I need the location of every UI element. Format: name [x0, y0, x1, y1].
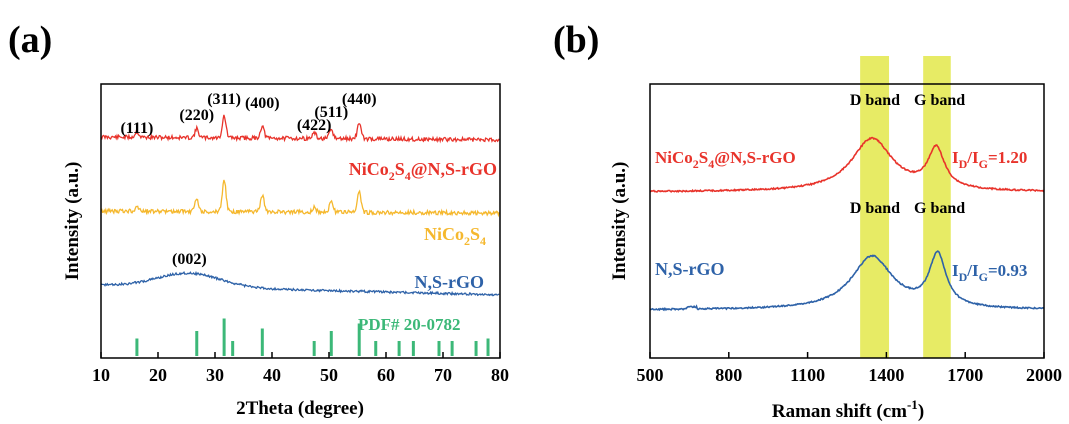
a-label-layer: (111) (220)(311) (400) (422)(511)(440) (002)…: [120, 91, 497, 292]
x-axis-ticks-b: 500 800 1100 1400 1700 2000: [637, 352, 1062, 385]
series-line-b: [649, 136, 1045, 193]
hkl-label: (220): [179, 107, 214, 124]
x-axis-ticks-a: 10 20 30 40 50 60 70 80: [92, 352, 509, 385]
series-label-a-2: NiCo2S4: [424, 224, 486, 248]
reference-line: [260, 328, 264, 356]
b-series-layer: [649, 136, 1045, 312]
y-axis-label-a: Intensity (a.u.): [62, 162, 83, 281]
reference-line: [474, 341, 478, 356]
panel-a-label: (a): [8, 19, 52, 61]
g-band-label: G band: [914, 200, 965, 217]
x-tick-label-b: 500: [637, 365, 664, 385]
x-tick-label-b: 1400: [868, 365, 904, 385]
x-tick-label-a: 40: [263, 365, 281, 385]
rgo-peak-label: (002): [172, 251, 207, 268]
id-ig-ratio-2: ID/IG=0.93: [952, 261, 1027, 284]
series-label-a-3: N,S-rGO: [415, 272, 485, 292]
series-label-b-1: NiCo2S4@N,S-rGO: [655, 148, 796, 171]
plot-frame-a: [100, 83, 501, 359]
series-line-a: [100, 114, 500, 144]
reference-label: PDF# 20-0782: [358, 315, 460, 334]
hkl-label: (111): [120, 120, 153, 137]
reference-line: [397, 341, 401, 356]
series-line-a: [100, 270, 500, 297]
highlight-band: [923, 56, 951, 358]
reference-line: [231, 341, 235, 356]
x-tick-label-b: 1100: [790, 365, 825, 385]
x-tick-label-a: 10: [92, 365, 110, 385]
highlight-band: [860, 56, 890, 358]
b-label-layer: D band G band D band G band NiCo2S4@N,S-rGO N…: [655, 92, 1027, 284]
x-tick-label-a: 80: [491, 365, 509, 385]
a-series-layer: [100, 114, 500, 297]
panel-a-xrd: (a) PDF# 20-0782 (111) (220)(311) (400) (42…: [8, 19, 509, 419]
y-axis-label-b: Intensity (a.u.): [609, 162, 630, 281]
reference-line: [312, 341, 316, 356]
d-band-label: D band: [850, 200, 900, 217]
b-highlight-layer: [860, 56, 951, 358]
x-tick-label-a: 30: [206, 365, 224, 385]
x-axis-label-b: Raman shift (cm-1): [772, 397, 924, 422]
x-tick-label-b: 2000: [1026, 365, 1062, 385]
reference-line: [450, 341, 454, 356]
series-line-a: [100, 179, 500, 218]
x-axis-label-a: 2Theta (degree): [236, 398, 364, 419]
x-tick-label-b: 1700: [947, 365, 983, 385]
plot-frame-b: [649, 83, 1045, 359]
x-tick-label-b: 800: [715, 365, 742, 385]
reference-line: [357, 323, 361, 356]
reference-line: [411, 341, 415, 356]
x-tick-label-a: 60: [377, 365, 395, 385]
reference-pattern: PDF# 20-0782: [135, 315, 490, 356]
hkl-label: (440): [342, 91, 377, 108]
hkl-label: (422): [297, 117, 332, 134]
reference-line: [374, 341, 378, 356]
reference-line: [486, 338, 490, 356]
reference-line: [437, 341, 441, 356]
x-tick-label-a: 20: [149, 365, 167, 385]
x-tick-label-a: 70: [434, 365, 452, 385]
panel-b-raman: (b) D band G band D band G band NiCo2S4@N,S-…: [553, 19, 1062, 422]
series-line-b: [649, 250, 1045, 312]
x-tick-label-a: 50: [320, 365, 338, 385]
reference-line: [135, 338, 139, 356]
d-band-label: D band: [850, 92, 900, 109]
panel-b-label: (b): [553, 19, 599, 61]
g-band-label: G band: [914, 92, 965, 109]
series-label-b-2: N,S-rGO: [655, 259, 725, 279]
hkl-label: (511): [314, 104, 348, 121]
id-ig-ratio-1: ID/IG=1.20: [952, 148, 1027, 171]
hkl-label: (311): [207, 91, 241, 108]
reference-line: [195, 331, 199, 356]
reference-line: [329, 331, 333, 356]
reference-line: [222, 318, 226, 356]
hkl-label: (400): [245, 95, 280, 112]
series-label-a-1: NiCo2S4@N,S-rGO: [349, 159, 497, 183]
